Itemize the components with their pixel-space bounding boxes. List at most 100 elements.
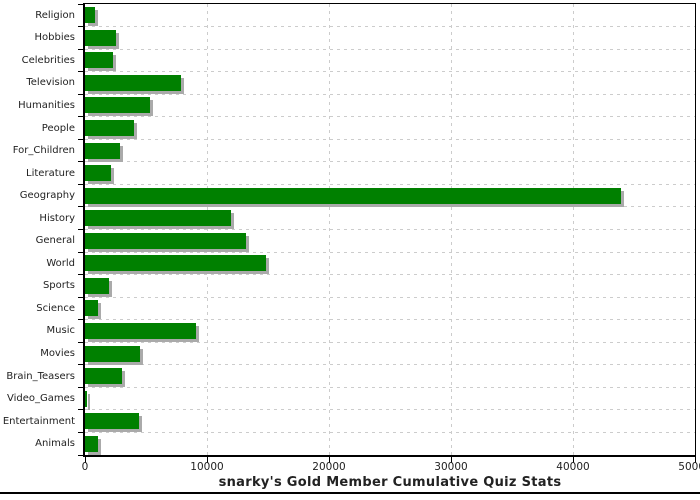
y-axis-tick-mark [78, 183, 85, 185]
bar-sports [85, 277, 110, 294]
y-axis-tick-mark [78, 71, 85, 73]
x-axis-tick-label: 10000 [190, 461, 224, 473]
x-axis-tick-mark [572, 457, 574, 463]
y-axis-tick-mark [78, 161, 85, 163]
y-axis-label: Humanities [18, 99, 75, 111]
bar-science [85, 300, 99, 317]
horizontal-gridline [85, 229, 695, 230]
bar-literature [85, 165, 111, 182]
x-axis-tick-mark [84, 457, 86, 463]
y-axis-label: People [41, 122, 75, 134]
bar-history [85, 210, 232, 227]
vertical-gridline [450, 4, 452, 455]
y-axis-label: Animals [35, 438, 75, 450]
y-axis-tick-mark [78, 3, 85, 5]
bar-for_children [85, 142, 121, 159]
horizontal-gridline [85, 206, 695, 208]
horizontal-gridline [85, 161, 695, 163]
y-axis-tick-mark [78, 48, 85, 50]
y-axis-label: General [35, 235, 75, 247]
y-axis-label: Entertainment [2, 415, 75, 427]
bar-television [85, 74, 182, 91]
y-axis-label: Literature [26, 167, 75, 179]
horizontal-gridline [85, 341, 695, 343]
y-axis-tick-mark [78, 26, 85, 28]
bar-animals [85, 435, 99, 452]
x-axis-tick-label: 50000 [678, 461, 700, 473]
x-axis-tick-mark [206, 457, 208, 463]
x-axis-tick-label: 20000 [312, 461, 346, 473]
x-axis-tick-mark [450, 457, 452, 463]
x-axis-tick-mark [694, 457, 696, 463]
horizontal-gridline [85, 48, 695, 50]
bar-video_games [85, 390, 87, 407]
y-axis-tick-mark [78, 431, 85, 433]
x-axis-tick-mark [328, 457, 330, 463]
bar-brain_teasers [85, 368, 122, 385]
y-axis-label: Religion [35, 9, 75, 21]
y-axis-label: For_Children [12, 145, 75, 157]
y-axis-label: Sports [42, 280, 75, 292]
horizontal-gridline [85, 93, 695, 95]
chart-title: snarky's Gold Member Cumulative Quiz Sta… [218, 475, 562, 490]
y-axis-tick-mark [78, 251, 85, 253]
horizontal-gridline [85, 138, 695, 140]
x-axis-tick-label: 0 [81, 461, 89, 473]
horizontal-gridline [85, 296, 695, 298]
horizontal-gridline [85, 26, 695, 28]
y-axis-label: Music [46, 325, 75, 337]
horizontal-gridline [85, 116, 695, 118]
y-axis-tick-mark [78, 229, 85, 230]
bar-hobbies [85, 29, 116, 46]
horizontal-gridline [85, 274, 695, 276]
y-axis-label: Television [26, 77, 75, 89]
y-axis-label: Movies [40, 348, 75, 360]
bar-entertainment [85, 413, 139, 430]
x-axis-tick-label: 40000 [556, 461, 590, 473]
vertical-gridline [206, 4, 208, 455]
y-axis-tick-mark [78, 319, 85, 321]
y-axis-label: Celebrities [21, 54, 75, 66]
y-axis-tick-mark [78, 138, 85, 140]
horizontal-gridline [85, 319, 695, 321]
y-axis-label: Geography [19, 190, 75, 202]
bar-celebrities [85, 52, 114, 69]
y-axis-label: World [46, 257, 75, 269]
y-axis-tick-mark [78, 274, 85, 276]
y-axis-label: Video_Games [7, 393, 75, 405]
bar-music [85, 322, 197, 339]
y-axis-label: Hobbies [34, 32, 75, 44]
bar-world [85, 255, 266, 272]
vertical-gridline [328, 4, 330, 455]
y-axis-label: Science [36, 302, 75, 314]
horizontal-gridline [85, 431, 695, 433]
y-axis-tick-mark [78, 93, 85, 95]
y-axis-tick-mark [78, 206, 85, 208]
horizontal-gridline [85, 71, 695, 73]
y-axis-tick-mark [78, 364, 85, 366]
x-axis-tick-label: 30000 [434, 461, 468, 473]
plot-area [83, 3, 696, 457]
y-axis-tick-mark [78, 116, 85, 118]
vertical-gridline [572, 4, 574, 455]
y-axis-tick-mark [78, 409, 85, 411]
horizontal-gridline [85, 183, 695, 185]
bar-geography [85, 187, 621, 204]
bar-religion [85, 7, 95, 24]
y-axis-tick-mark [78, 386, 85, 388]
bottom-divider-rule [0, 492, 700, 494]
bar-general [85, 232, 247, 249]
horizontal-gridline [85, 364, 695, 366]
bar-people [85, 120, 134, 137]
horizontal-gridline [85, 251, 695, 253]
y-axis-tick-mark [78, 296, 85, 298]
horizontal-gridline [85, 409, 695, 411]
y-axis-tick-mark [78, 454, 85, 456]
y-axis-label: History [39, 212, 75, 224]
bar-movies [85, 345, 140, 362]
bar-humanities [85, 97, 150, 114]
y-axis-tick-mark [78, 341, 85, 343]
horizontal-gridline [85, 386, 695, 388]
y-axis-label: Brain_Teasers [6, 370, 75, 382]
